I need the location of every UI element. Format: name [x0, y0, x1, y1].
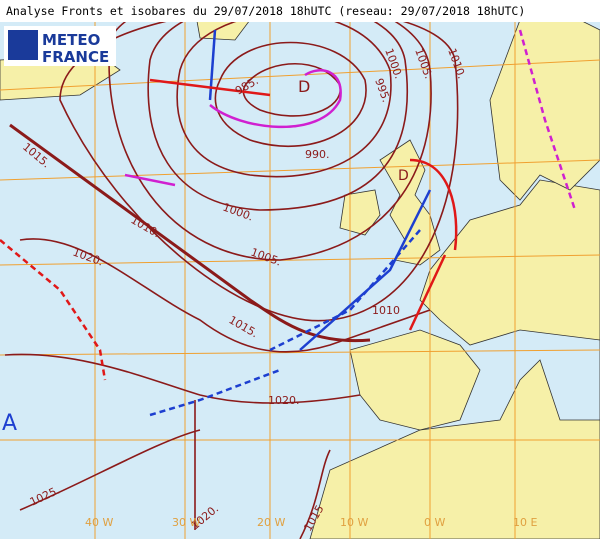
cold-front — [299, 189, 432, 351]
logo-text: FRANCE — [42, 48, 109, 66]
fronts — [0, 29, 577, 417]
longitude-label: 30 W — [172, 516, 200, 529]
occluded-front — [518, 29, 577, 211]
longitude-label: 10 W — [340, 516, 368, 529]
longitude-label: 10 E — [513, 516, 537, 529]
title: Analyse Fronts et isobares du 29/07/2018… — [6, 4, 525, 18]
warm-front — [408, 254, 447, 331]
logo-icon — [8, 30, 38, 60]
isobar — [108, 0, 432, 261]
low-center: D — [298, 77, 310, 96]
warm-front — [409, 158, 458, 251]
isobar-label: 1020. — [268, 394, 300, 407]
isobar — [242, 63, 341, 117]
isobars — [4, 0, 459, 539]
isobar-label: 990. — [305, 148, 330, 161]
isobar-label: 1010 — [372, 304, 400, 317]
title-bar — [0, 0, 600, 22]
logo-text: METEO — [42, 31, 100, 49]
isobar — [4, 353, 361, 404]
warm-front — [0, 239, 107, 381]
pressure-centers: D D A — [2, 77, 409, 436]
grid-line — [0, 59, 600, 91]
longitude-label: 40 W — [85, 516, 113, 529]
low-center: D — [398, 168, 409, 184]
cold-front — [149, 368, 281, 417]
high-center: A — [2, 411, 17, 436]
isobar — [19, 238, 431, 353]
occluded-front — [124, 173, 176, 187]
isobar — [9, 123, 371, 343]
isobar — [214, 41, 367, 148]
cold-front — [269, 229, 421, 352]
isobar — [19, 400, 201, 530]
longitude-label: 20 W — [257, 516, 285, 529]
grid-labels: 40 W 30 W 20 W 10 W 0 W 10 E — [85, 516, 537, 529]
occluded-front — [209, 69, 342, 129]
warm-front — [149, 78, 271, 97]
grid-line — [0, 159, 600, 181]
isobar — [299, 449, 331, 539]
grid-line — [0, 254, 600, 266]
longitude-label: 0 W — [424, 516, 445, 529]
